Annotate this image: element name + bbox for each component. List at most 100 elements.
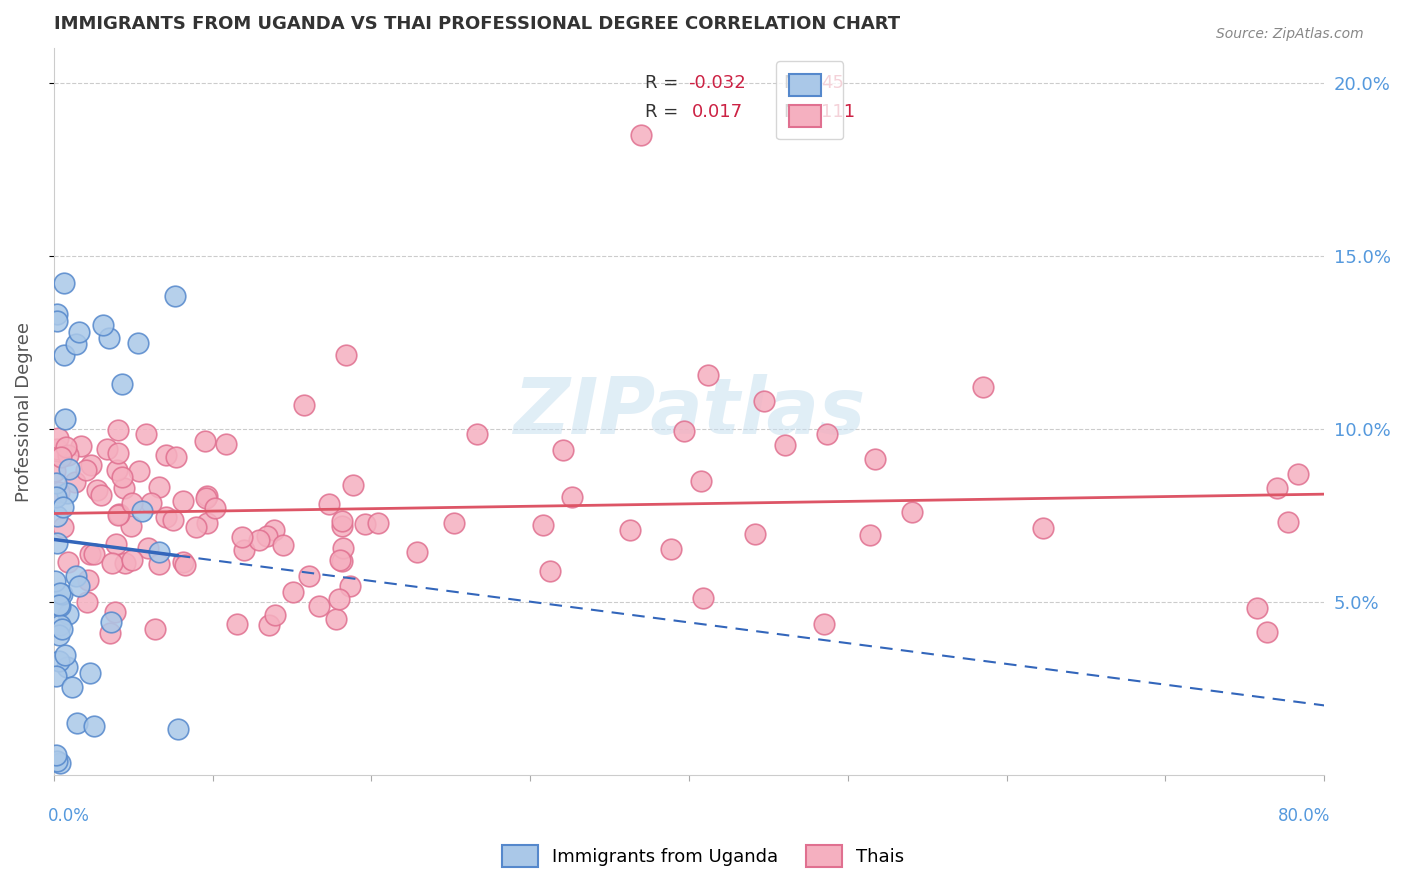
Point [131,504,153,518]
Point [90,488,112,502]
Point [58,462,80,476]
Point [56,448,79,462]
Point [194,491,217,505]
Point [174,558,197,572]
Text: N =: N = [785,74,824,92]
Point [167,722,190,736]
Point [1286,467,1309,481]
Point [62,680,84,694]
Point [45,314,67,328]
Point [67,579,90,593]
Point [813,617,835,632]
Point [55,440,77,454]
Point [79,458,101,472]
Point [48,585,70,599]
Point [406,544,429,558]
Point [281,584,304,599]
Point [162,513,184,527]
Point [104,605,127,619]
Point [172,555,194,569]
Point [44,574,66,588]
Point [70,439,93,453]
Point [329,552,352,566]
Text: Source: ZipAtlas.com: Source: ZipAtlas.com [1216,27,1364,41]
Point [155,448,177,462]
Point [1256,624,1278,639]
Text: 0.0%: 0.0% [48,807,90,825]
Point [817,427,839,442]
Point [273,538,295,552]
Point [52,500,75,515]
Point [46,754,69,768]
Text: 45: 45 [821,74,844,92]
Text: 111: 111 [821,103,855,121]
Point [143,622,166,636]
Point [332,514,354,528]
Point [186,520,208,534]
Point [195,489,218,503]
Point [257,618,280,632]
Point [45,669,67,683]
Point [121,553,143,567]
Point [538,565,561,579]
Point [111,470,134,484]
Point [48,431,70,445]
Text: R =: R = [644,74,683,92]
Point [155,510,177,524]
Point [48,654,70,668]
Point [673,424,696,438]
Point [136,541,159,555]
Point [48,628,70,642]
Point [51,450,73,464]
Text: 0.017: 0.017 [692,103,742,121]
Point [901,505,924,519]
Point [972,379,994,393]
Point [79,665,101,680]
Point [141,496,163,510]
Legend: , : , [776,62,844,139]
Point [111,376,134,391]
Point [773,438,796,452]
Point [659,542,682,557]
Point [325,612,347,626]
Point [98,331,121,345]
Point [1032,521,1054,535]
Point [465,427,488,442]
Text: R =: R = [644,103,689,121]
Legend: Immigrants from Uganda, Thais: Immigrants from Uganda, Thais [495,838,911,874]
Point [65,336,87,351]
Point [79,547,101,561]
Point [342,478,364,492]
Point [231,530,253,544]
Point [100,615,122,630]
Point [135,426,157,441]
Point [339,579,361,593]
Point [121,496,143,510]
Point [692,591,714,605]
Point [165,450,187,464]
Point [335,348,357,362]
Point [148,557,170,571]
Y-axis label: Professional Degree: Professional Degree [15,321,32,501]
Point [233,543,256,558]
Point [318,497,340,511]
Point [1277,516,1299,530]
Point [226,617,249,632]
Point [51,622,73,636]
Point [83,719,105,733]
Point [53,412,76,426]
Point [127,336,149,351]
Point [55,660,77,674]
Point [367,516,389,530]
Point [172,494,194,508]
Point [56,607,79,622]
Point [531,518,554,533]
Point [48,617,70,632]
Point [561,490,583,504]
Point [128,464,150,478]
Point [292,398,315,412]
Point [148,545,170,559]
Point [46,442,69,457]
Point [744,527,766,541]
Point [165,288,187,302]
